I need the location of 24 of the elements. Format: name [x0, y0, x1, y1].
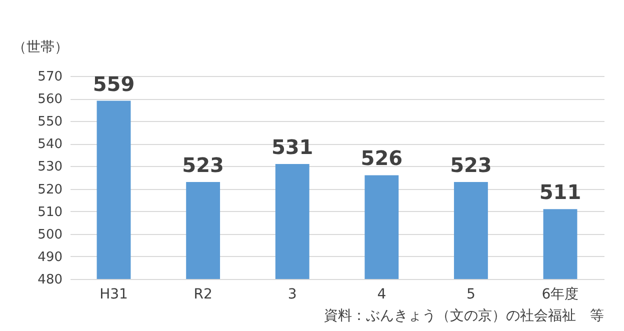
y-tick-label: 510 [38, 204, 62, 220]
x-tick-label: R2 [194, 286, 212, 302]
data-label: 523 [182, 153, 224, 178]
x-tick-label: H31 [100, 286, 128, 302]
data-label: 559 [92, 72, 135, 96]
y-tick-label: 540 [38, 137, 62, 152]
y-tick-label: 480 [38, 272, 62, 288]
y-axis-title: （世帯） [12, 40, 68, 56]
x-tick-label: 6年度 [542, 286, 579, 302]
data-label: 526 [360, 146, 403, 170]
y-tick-label: 490 [38, 250, 62, 265]
y-tick-label: 550 [38, 114, 62, 130]
data-label: 511 [539, 180, 582, 204]
text: 資料：ぶんきょう（文の京）の社会福祉 等 [324, 308, 604, 324]
x-tick-label: 4 [377, 286, 386, 302]
y-tick-label: 500 [38, 227, 62, 242]
data-label: 531 [271, 134, 314, 159]
x-tick-label: 3 [288, 286, 297, 302]
y-tick-label: 530 [38, 160, 62, 175]
y-tick-label: 520 [38, 182, 62, 198]
data-label: 523 [450, 153, 492, 178]
y-tick-label: 570 [38, 70, 62, 84]
y-tick-label: 560 [38, 92, 62, 108]
x-tick-label: 5 [466, 286, 476, 302]
